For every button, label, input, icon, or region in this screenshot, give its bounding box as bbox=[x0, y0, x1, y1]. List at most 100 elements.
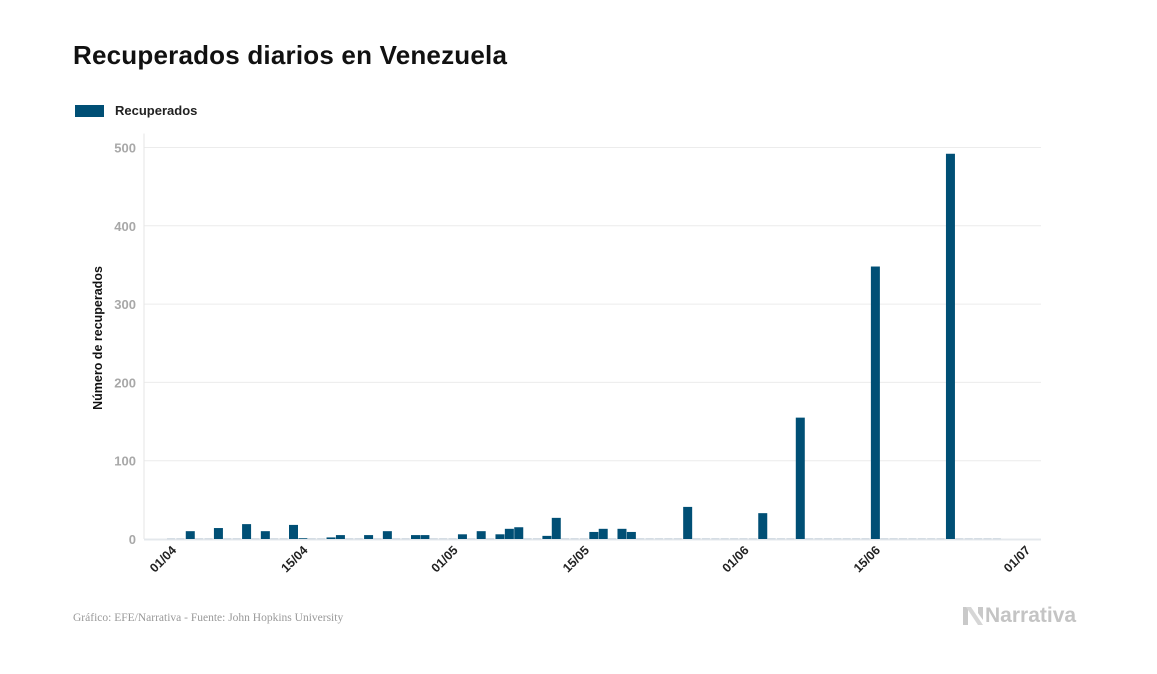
bar bbox=[213, 528, 223, 539]
bar bbox=[579, 538, 588, 540]
bar bbox=[664, 538, 673, 540]
y-tick-label: 300 bbox=[114, 297, 136, 312]
bar bbox=[551, 517, 561, 539]
y-axis-ticks: 0 100 200 300 400 500 bbox=[114, 141, 136, 548]
bar bbox=[457, 534, 467, 539]
legend-swatch bbox=[75, 104, 104, 117]
bar bbox=[983, 538, 992, 540]
bar bbox=[260, 531, 270, 539]
y-tick-label: 500 bbox=[114, 141, 136, 156]
bar bbox=[504, 528, 514, 539]
bar bbox=[523, 538, 532, 540]
bar bbox=[955, 538, 964, 540]
y-tick-label: 100 bbox=[114, 454, 136, 469]
bar bbox=[683, 506, 693, 539]
bar bbox=[204, 538, 213, 540]
bar bbox=[476, 531, 486, 539]
bar bbox=[364, 535, 374, 539]
bar bbox=[889, 538, 898, 540]
bar bbox=[767, 538, 776, 540]
bar bbox=[927, 538, 936, 540]
bar bbox=[251, 538, 260, 540]
bar bbox=[974, 538, 983, 540]
x-tick-label: 01/06 bbox=[720, 543, 752, 575]
gridlines bbox=[144, 147, 1041, 462]
bars bbox=[167, 153, 1001, 540]
bar bbox=[823, 538, 832, 540]
bar bbox=[945, 153, 955, 539]
bar bbox=[861, 538, 870, 540]
bar bbox=[176, 538, 185, 540]
bar bbox=[720, 538, 729, 540]
bar bbox=[279, 538, 288, 540]
bar bbox=[908, 538, 917, 540]
bar bbox=[758, 513, 768, 539]
x-tick-label: 15/05 bbox=[560, 543, 592, 575]
bar bbox=[195, 538, 204, 540]
bar bbox=[655, 538, 664, 540]
bar bbox=[167, 538, 175, 540]
bar bbox=[420, 535, 430, 539]
bar bbox=[711, 538, 720, 540]
legend-label: Recuperados bbox=[115, 103, 198, 118]
narrativa-logo-icon bbox=[963, 607, 983, 625]
bar bbox=[411, 535, 421, 539]
bar bbox=[748, 538, 757, 540]
bar bbox=[354, 538, 363, 540]
bar bbox=[833, 538, 842, 540]
x-tick-label: 01/07 bbox=[1001, 543, 1033, 575]
bar bbox=[429, 538, 438, 540]
bar bbox=[626, 531, 636, 539]
bar bbox=[899, 538, 908, 540]
bar bbox=[382, 531, 392, 539]
bar bbox=[739, 538, 748, 540]
bar bbox=[730, 538, 739, 540]
bar bbox=[570, 538, 579, 540]
source-credit: Gráfico: EFE/Narrativa - Fuente: John Ho… bbox=[73, 612, 344, 624]
bar bbox=[842, 538, 851, 540]
bar bbox=[392, 538, 401, 540]
bar bbox=[373, 538, 382, 540]
bar bbox=[448, 538, 457, 540]
bar bbox=[852, 538, 861, 540]
bar bbox=[467, 538, 476, 540]
bar bbox=[589, 531, 599, 539]
bar bbox=[917, 538, 926, 540]
x-tick-label: 15/06 bbox=[851, 543, 883, 575]
bar bbox=[992, 538, 1001, 540]
bar bbox=[814, 538, 823, 540]
bar bbox=[298, 538, 308, 539]
bar bbox=[777, 538, 786, 540]
narrativa-logo-text: Narrativa bbox=[985, 604, 1077, 627]
bar bbox=[495, 534, 505, 539]
bar bbox=[880, 538, 889, 540]
bar bbox=[345, 538, 354, 540]
y-tick-label: 0 bbox=[129, 532, 136, 547]
bar bbox=[542, 535, 552, 539]
bar bbox=[185, 531, 195, 539]
y-tick-label: 200 bbox=[114, 375, 136, 390]
bar bbox=[242, 524, 252, 539]
bar bbox=[270, 538, 279, 540]
bar bbox=[608, 538, 617, 540]
bar bbox=[673, 538, 682, 540]
bar bbox=[786, 538, 795, 540]
bar bbox=[439, 538, 448, 540]
bar bbox=[401, 538, 410, 540]
bar bbox=[307, 538, 316, 540]
chart-title: Recuperados diarios en Venezuela bbox=[73, 40, 508, 70]
bar bbox=[617, 528, 627, 539]
bar bbox=[223, 538, 232, 540]
bar bbox=[645, 538, 654, 540]
bar bbox=[936, 538, 945, 540]
bar bbox=[964, 538, 973, 540]
bar bbox=[232, 538, 241, 540]
legend: Recuperados bbox=[75, 103, 197, 118]
bar bbox=[317, 538, 326, 540]
bar bbox=[805, 538, 814, 540]
y-axis-label: Número de recuperados bbox=[91, 266, 105, 410]
bar bbox=[701, 538, 710, 540]
bar bbox=[486, 538, 495, 540]
bar bbox=[598, 528, 608, 539]
